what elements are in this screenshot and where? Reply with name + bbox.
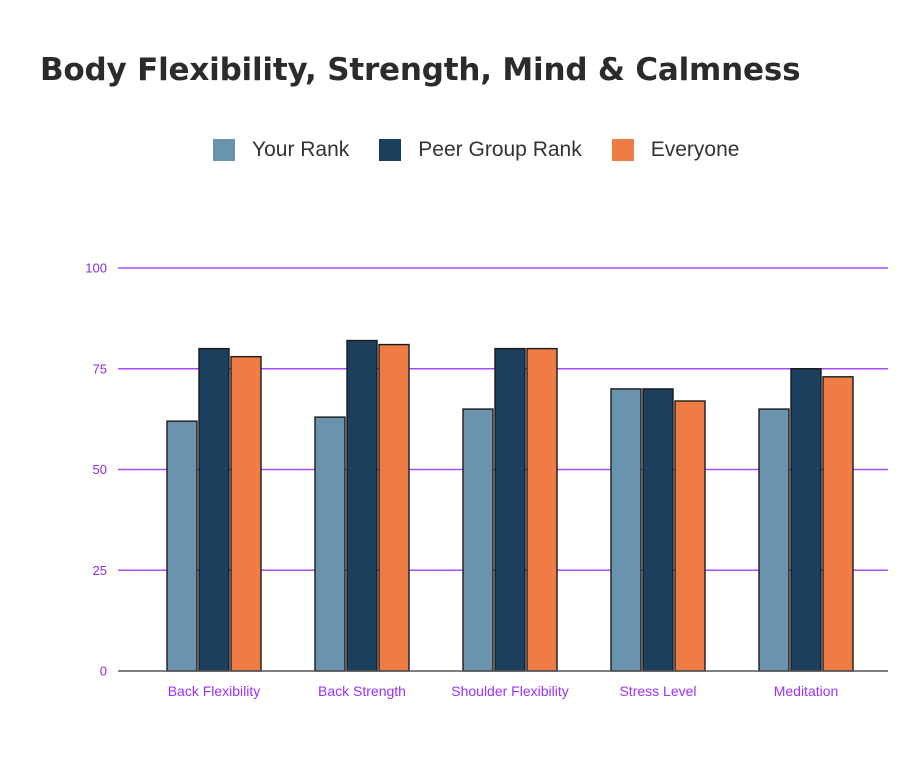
chart-legend: Your Rank Peer Group Rank Everyone <box>213 138 769 162</box>
y-tick-label: 75 <box>93 361 107 376</box>
x-category-label: Shoulder Flexibility <box>451 683 569 699</box>
y-tick-label: 0 <box>100 664 107 679</box>
bar-everyone-back-flexibility <box>230 355 262 672</box>
legend-label-peer-group-rank: Peer Group Rank <box>418 138 582 161</box>
bar-everyone-shoulder-flexibility <box>526 347 558 672</box>
legend-item-your-rank: Your Rank <box>213 138 349 162</box>
bar-peer-group-rank-meditation <box>790 368 822 672</box>
chart-title: Body Flexibility, Strength, Mind & Calmn… <box>40 52 801 88</box>
axes: 0 25 50 75 100 Back Flexibility Back Strength S… <box>85 261 888 699</box>
y-tick-label: 50 <box>93 462 107 477</box>
bar-peer-group-rank-back-strength <box>346 339 378 672</box>
legend-item-everyone: Everyone <box>611 138 740 162</box>
legend-swatch-peer-group-rank <box>379 139 402 161</box>
bar-everyone-stress-level <box>674 400 706 672</box>
bar-peer-group-rank-stress-level <box>642 388 674 672</box>
legend-swatch-your-rank <box>213 139 235 161</box>
bar-everyone-back-strength <box>378 343 410 672</box>
bar-your-rank-meditation <box>758 408 790 672</box>
y-tick-label: 100 <box>85 261 107 276</box>
bar-your-rank-back-flexibility <box>166 420 198 672</box>
legend-label-your-rank: Your Rank <box>252 138 350 161</box>
legend-swatch-everyone <box>611 139 634 161</box>
bar-your-rank-back-strength <box>314 416 346 672</box>
x-category-label: Meditation <box>774 683 839 699</box>
legend-label-everyone: Everyone <box>650 138 740 161</box>
x-category-label: Stress Level <box>619 683 696 699</box>
x-category-label: Back Strength <box>318 683 406 699</box>
bar-your-rank-shoulder-flexibility <box>462 408 494 672</box>
x-category-label: Back Flexibility <box>168 683 261 699</box>
bar-peer-group-rank-back-flexibility <box>198 347 230 672</box>
legend-item-peer-group-rank: Peer Group Rank <box>379 138 582 162</box>
bar-your-rank-stress-level <box>610 388 642 672</box>
bar-everyone-meditation <box>822 376 854 672</box>
bar-peer-group-rank-shoulder-flexibility <box>494 347 526 672</box>
y-tick-label: 25 <box>93 563 107 578</box>
bars <box>166 339 854 672</box>
